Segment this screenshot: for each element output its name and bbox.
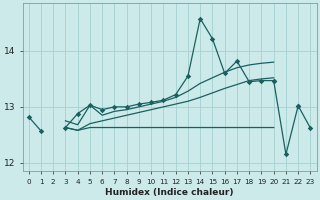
X-axis label: Humidex (Indice chaleur): Humidex (Indice chaleur) xyxy=(105,188,234,197)
